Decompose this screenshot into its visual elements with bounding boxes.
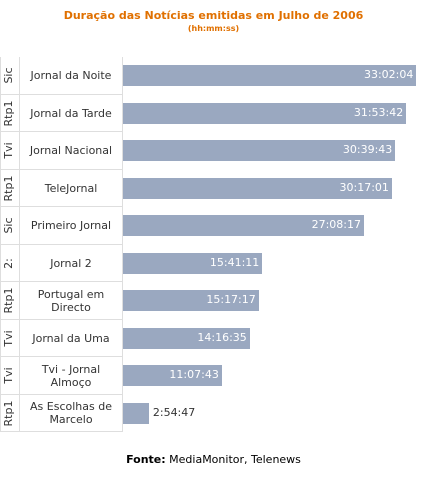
bar — [123, 290, 259, 311]
group-label: Sic — [2, 67, 15, 84]
bar — [123, 215, 364, 236]
row-line — [0, 356, 123, 357]
bar — [123, 365, 222, 386]
bar — [123, 402, 149, 424]
chart-subtitle: (hh:mm:ss) — [187, 24, 240, 33]
group-label: Rtp1 — [2, 175, 15, 201]
group-label: Tvi — [2, 329, 15, 347]
value-label: 2:54:47 — [152, 405, 196, 419]
bar — [123, 327, 250, 349]
row-line — [0, 431, 123, 432]
bar — [123, 102, 407, 124]
category-label: Jornal da Uma — [32, 331, 110, 345]
row-line — [0, 243, 123, 245]
value-label: 30:39:43 — [342, 143, 393, 156]
category-label: Primeiro Jornal — [30, 219, 112, 233]
bar — [123, 177, 392, 199]
row-line — [0, 131, 123, 132]
category-label: Jornal da Tarde — [30, 106, 112, 120]
bar — [123, 140, 396, 161]
group-label: Rtp1 — [2, 400, 15, 426]
group-label: 2: — [2, 257, 15, 269]
category-label: Tvi - Jornal Almoço — [41, 362, 101, 389]
source-text: MediaMonitor, Telenews — [169, 453, 301, 466]
axis-line — [122, 57, 123, 432]
category-label: Portugal em Directo — [37, 287, 105, 314]
group-label: Sic — [2, 217, 15, 234]
column-line — [19, 57, 20, 432]
category-label: Jornal da Noite — [30, 69, 112, 83]
value-label: 14:16:35 — [197, 330, 247, 344]
group-label: Tvi — [2, 367, 15, 384]
row-line — [0, 393, 123, 395]
chart-title: Duração das Notícias emitidas em Julho d… — [63, 9, 364, 22]
row-line — [0, 318, 123, 320]
group-label: Tvi — [2, 142, 15, 159]
bar — [123, 65, 417, 86]
value-label: 27:08:17 — [311, 218, 361, 231]
value-label: 33:02:04 — [363, 68, 414, 81]
category-label: Jornal 2 — [50, 256, 92, 270]
category-label: Jornal Nacional — [29, 144, 113, 158]
value-label: 15:17:17 — [206, 293, 256, 306]
row-line — [0, 93, 123, 95]
value-label: 11:07:43 — [169, 368, 219, 381]
value-label: 31:53:42 — [353, 105, 404, 119]
row-line — [0, 281, 123, 282]
source: Fonte: MediaMonitor, Telenews — [0, 453, 427, 466]
column-line — [0, 57, 1, 432]
source-label: Fonte: — [126, 453, 166, 466]
value-label: 30:17:01 — [339, 180, 389, 194]
category-label: As Escolhas de Marcelo — [30, 400, 112, 427]
group-label: Rtp1 — [2, 100, 15, 126]
category-label: TeleJornal — [44, 181, 98, 195]
row-line — [0, 206, 123, 207]
value-label: 15:41:11 — [209, 255, 260, 269]
group-label: Rtp1 — [2, 287, 15, 314]
bar — [123, 252, 263, 274]
row-line — [0, 168, 123, 170]
